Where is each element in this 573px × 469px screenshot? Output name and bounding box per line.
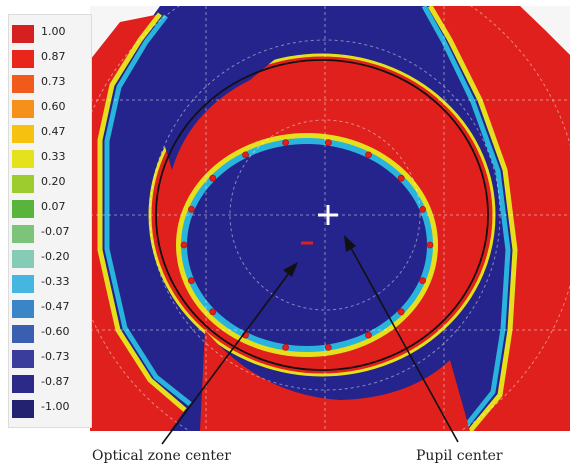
boundary-marker bbox=[419, 205, 427, 213]
legend-row: 1.00 bbox=[9, 21, 91, 46]
legend-row: 0.60 bbox=[9, 96, 91, 121]
boundary-marker bbox=[209, 174, 217, 182]
legend-swatch bbox=[12, 250, 34, 268]
legend-swatch bbox=[12, 75, 34, 93]
legend-label: 0.20 bbox=[41, 175, 66, 188]
legend-swatch bbox=[12, 275, 34, 293]
boundary-marker bbox=[426, 241, 434, 249]
legend-label: 0.33 bbox=[41, 150, 66, 163]
legend-label: -0.33 bbox=[41, 275, 70, 288]
legend-label: 0.07 bbox=[41, 200, 66, 213]
outer-red-band-left-edge-cyan bbox=[104, 14, 192, 406]
optical-zone-arrowhead bbox=[283, 262, 298, 277]
boundary-marker bbox=[397, 308, 405, 316]
legend-row: -0.20 bbox=[9, 246, 91, 271]
legend-swatch bbox=[12, 350, 34, 368]
legend-row: 0.47 bbox=[9, 121, 91, 146]
legend-swatch bbox=[12, 375, 34, 393]
boundary-marker bbox=[324, 343, 332, 351]
pupil-center-label: Pupil center bbox=[416, 448, 503, 464]
boundary-marker bbox=[187, 277, 195, 285]
outer-red-band-right-edge bbox=[427, 6, 518, 431]
legend-swatch bbox=[12, 200, 34, 218]
legend-swatch bbox=[12, 400, 34, 418]
boundary-marker bbox=[242, 151, 249, 159]
legend-label: -1.00 bbox=[41, 400, 70, 413]
outer-red-band-left-edge bbox=[97, 12, 187, 412]
legend-label: 0.47 bbox=[41, 125, 66, 138]
outer-red-band-right-edge-cyan bbox=[421, 6, 511, 431]
legend-row: -0.87 bbox=[9, 371, 91, 396]
boundary-marker bbox=[282, 343, 290, 351]
legend-swatch bbox=[12, 25, 34, 43]
legend-label: -0.73 bbox=[41, 350, 70, 363]
legend-row: -0.73 bbox=[9, 346, 91, 371]
legend-label: 0.73 bbox=[41, 75, 66, 88]
legend-label: 0.87 bbox=[41, 50, 66, 63]
legend-row: 0.20 bbox=[9, 171, 91, 196]
boundary-marker bbox=[419, 277, 427, 285]
legend-row: -0.07 bbox=[9, 221, 91, 246]
legend-label: 0.60 bbox=[41, 100, 66, 113]
boundary-marker bbox=[324, 139, 332, 147]
inner-blue-zone bbox=[187, 144, 427, 346]
legend-label: -0.07 bbox=[41, 225, 70, 238]
legend-swatch bbox=[12, 100, 34, 118]
legend-label: -0.47 bbox=[41, 300, 70, 313]
color-legend: 1.00 0.87 0.73 0.60 0.47 0.33 0.20 0.07 -0.07 -0.… bbox=[8, 14, 92, 428]
legend-row: 0.73 bbox=[9, 71, 91, 96]
bottom-red-lobe bbox=[200, 330, 470, 431]
pupil-center-marker bbox=[318, 205, 338, 225]
legend-label: 1.00 bbox=[41, 25, 66, 38]
legend-swatch bbox=[12, 150, 34, 168]
central-ring-outer-edge bbox=[148, 53, 496, 377]
boundary-marker bbox=[365, 151, 372, 159]
legend-swatch bbox=[12, 175, 34, 193]
legend-row: 0.87 bbox=[9, 46, 91, 71]
color-map bbox=[90, 6, 570, 431]
upper-left-blue-wedge bbox=[160, 55, 280, 170]
legend-swatch bbox=[12, 325, 34, 343]
legend-label: -0.20 bbox=[41, 250, 70, 263]
boundary-marker bbox=[209, 308, 217, 316]
legend-row: 0.33 bbox=[9, 146, 91, 171]
boundary-marker bbox=[397, 174, 405, 182]
optical-zone-circle bbox=[155, 59, 489, 371]
boundary-markers bbox=[180, 139, 434, 351]
boundary-marker bbox=[180, 241, 188, 249]
legend-swatch bbox=[12, 225, 34, 243]
optical-zone-leader-line bbox=[161, 272, 290, 445]
legend-row: 0.07 bbox=[9, 196, 91, 221]
pupil-arrowhead bbox=[344, 235, 356, 252]
boundary-marker bbox=[282, 139, 290, 147]
legend-label: -0.87 bbox=[41, 375, 70, 388]
legend-row: -0.33 bbox=[9, 271, 91, 296]
outer-red-band-left bbox=[90, 14, 185, 431]
boundary-marker bbox=[365, 331, 372, 339]
outer-red-band-right bbox=[430, 6, 570, 431]
legend-row: -1.00 bbox=[9, 396, 91, 421]
legend-row: -0.47 bbox=[9, 296, 91, 321]
legend-swatch bbox=[12, 50, 34, 68]
legend-label: -0.60 bbox=[41, 325, 70, 338]
legend-swatch bbox=[12, 125, 34, 143]
pupil-leader-line bbox=[350, 247, 459, 443]
boundary-marker bbox=[187, 205, 195, 213]
legend-row: -0.60 bbox=[9, 321, 91, 346]
legend-swatch bbox=[12, 300, 34, 318]
optical-zone-center-label: Optical zone center bbox=[92, 448, 231, 464]
dashed-grid bbox=[90, 6, 570, 431]
